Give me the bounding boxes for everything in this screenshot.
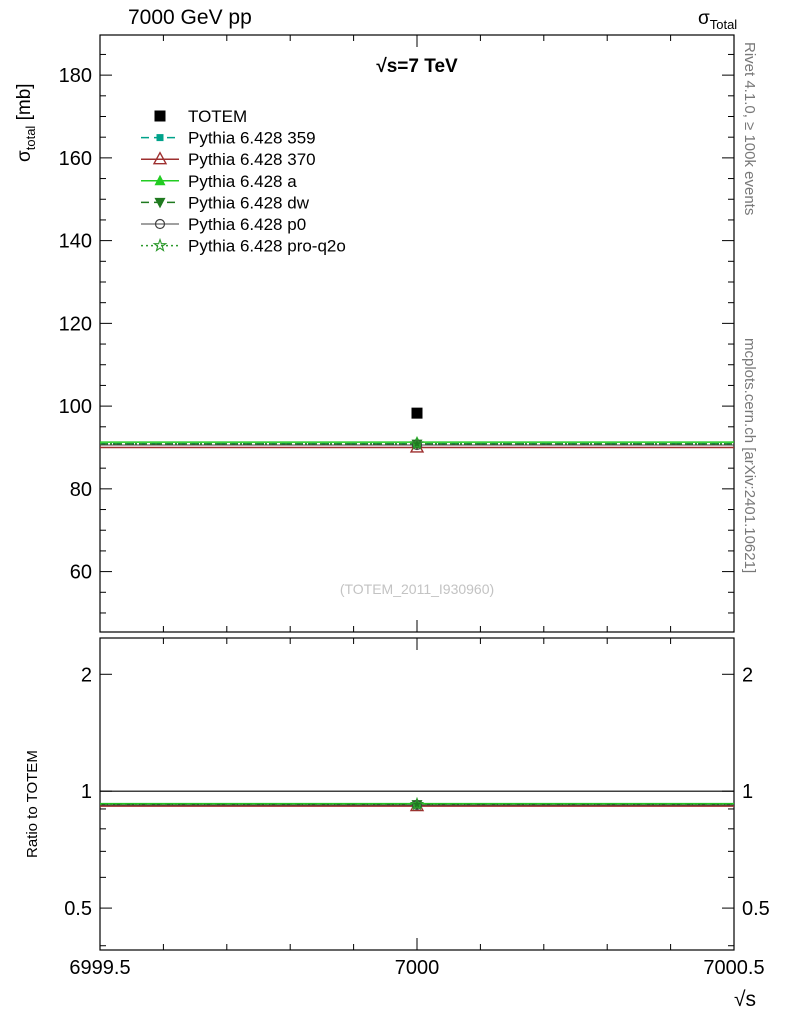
marker-star-open	[152, 237, 168, 252]
ratio-tick-label: 1	[742, 781, 753, 803]
plot-title: 7000 GeV pp	[128, 6, 252, 29]
ratio-tick-label: 2	[81, 664, 92, 686]
y-tick-label: 120	[59, 313, 92, 335]
legend-label: Pythia 6.428 dw	[188, 193, 310, 212]
y-tick-label: 180	[59, 65, 92, 87]
observable-symbol: σ	[698, 8, 710, 29]
energy-annotation: √s=7 TeV	[376, 56, 458, 77]
marker-circle-open	[411, 439, 423, 451]
ratio-tick-label: 0.5	[742, 898, 770, 920]
y-tick-label: 140	[59, 231, 92, 253]
sigma-subscript: total	[22, 125, 38, 151]
y-tick-label: 60	[70, 562, 92, 584]
marker-triangle-down-filled	[154, 197, 166, 209]
marker-triangle-filled	[154, 174, 166, 186]
observable-label: σTotal	[698, 8, 737, 32]
legend-label: Pythia 6.428 359	[188, 129, 316, 148]
x-axis-label: √s	[734, 988, 757, 1011]
x-tick-label: 7000.5	[703, 957, 764, 979]
legend-label: Pythia 6.428 pro-q2o	[188, 237, 346, 256]
ratio-frame	[99, 637, 735, 951]
ratio-tick-label: 0.5	[64, 898, 92, 920]
legend-label: Pythia 6.428 p0	[188, 215, 306, 234]
main-y-axis-label: σtotal [mb]	[14, 83, 38, 162]
x-tick-label: 7000	[395, 957, 440, 979]
ratio-tick-label: 1	[81, 781, 92, 803]
marker-star-open	[409, 436, 425, 450]
sigma-symbol: σ	[14, 150, 35, 162]
y-tick-label: 160	[59, 148, 92, 170]
legend-label: Pythia 6.428 370	[188, 150, 316, 169]
mcplots-watermark: mcplots.cern.ch [arXiv:2401.10621]	[741, 338, 758, 574]
unit-text: [mb]	[14, 83, 35, 126]
y-tick-label: 80	[70, 479, 92, 501]
marker-triangle-open	[152, 151, 168, 165]
marker-circle-open	[411, 799, 423, 811]
marker-star-open	[409, 796, 425, 811]
legend-label: Pythia 6.428 a	[188, 172, 297, 191]
observable-subscript: Total	[709, 16, 738, 32]
legend-label: TOTEM	[188, 107, 247, 126]
x-tick-label: 6999.5	[69, 957, 130, 979]
marker-square-filled	[411, 407, 423, 419]
marker-square-filled-small	[156, 134, 164, 142]
ratio-tick-label: 2	[742, 664, 753, 686]
rivet-version-watermark: Rivet 4.1.0, ≥ 100k events	[741, 42, 758, 216]
marker-circle-open	[154, 218, 166, 230]
ratio-y-axis-label: Ratio to TOTEM	[24, 750, 41, 858]
y-tick-label: 100	[59, 396, 92, 418]
analysis-reference: (TOTEM_2011_I930960)	[339, 581, 495, 597]
marker-square-filled	[154, 110, 166, 122]
